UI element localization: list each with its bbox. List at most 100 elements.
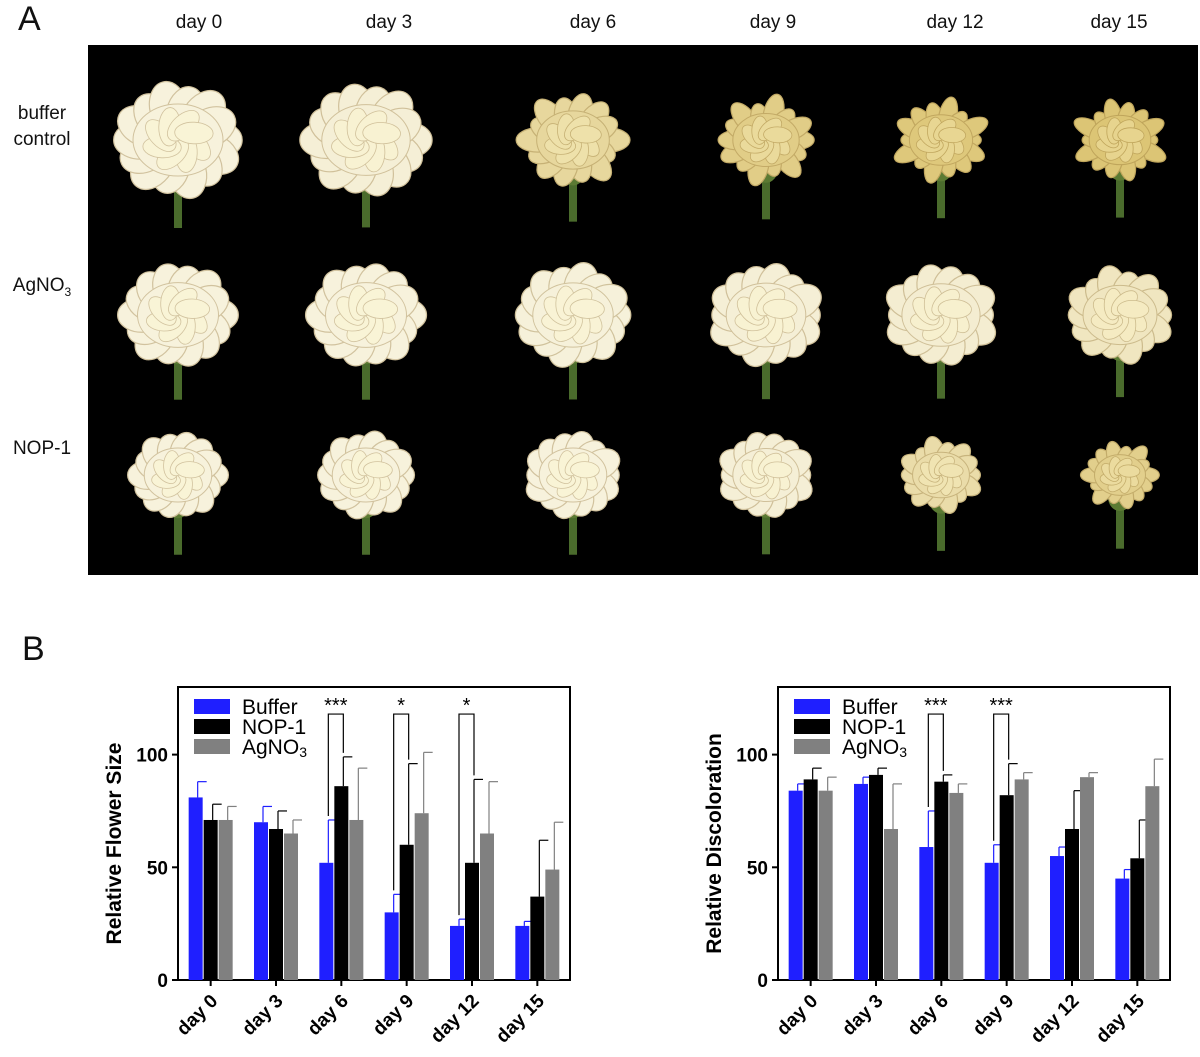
c1-bar-1-2 [934, 781, 949, 980]
carnation-r1-c1 [304, 263, 428, 400]
c0-ytick-label-50: 50 [147, 858, 168, 879]
carnation-r2-c4 [900, 435, 982, 551]
c1-bar-0-2 [919, 847, 934, 980]
carnation-r1-c0 [117, 263, 239, 400]
c0-legend-label-0: Buffer [242, 696, 298, 719]
c1-xtick-label-3: day 9 [969, 991, 1018, 1040]
c0-plot-frame [177, 686, 571, 981]
c0-sig-label-2: * [463, 695, 471, 717]
c1-bar-2-2 [949, 792, 964, 980]
c1-sig-bracket-1 [993, 713, 1010, 841]
row-label-buffer-control: buffer control [0, 101, 84, 153]
carnation-r1-c2 [514, 262, 632, 400]
carnation-r0-c1 [299, 83, 433, 228]
c0-sig-bracket-0 [327, 713, 344, 816]
c0-sig-label-0: *** [324, 695, 348, 717]
c0-bar-0-5 [515, 925, 530, 980]
panel-b-letter: B [22, 630, 45, 668]
c0-legend-label-2: AgNO3 [242, 736, 307, 760]
discoloration-chart: 0 50 100 Relative Discoloration day 0 day 3 da… [703, 686, 1171, 1047]
c0-bar-1-1 [269, 828, 283, 980]
carnation-r0-c2 [515, 93, 631, 222]
c1-bar-2-4 [1080, 777, 1094, 980]
c1-bar-2-0 [818, 790, 833, 980]
day-header-3: day 3 [365, 12, 413, 33]
c0-bar-1-3 [399, 844, 414, 980]
day-header-9: day 9 [749, 12, 797, 33]
row-label-nop1: NOP-1 [0, 436, 84, 462]
c1-xtick-label-2: day 6 [904, 991, 953, 1040]
flowers-svg [113, 80, 1173, 555]
c1-xtick-label-5: day 15 [1092, 990, 1149, 1047]
c0-bar-0-1 [254, 822, 268, 980]
panel-a-letter: A [18, 0, 41, 38]
row-label-agno: AgNO [12, 275, 65, 296]
c0-legend-swatch-0 [194, 699, 230, 714]
c1-bar-2-1 [884, 828, 898, 980]
c1-legend-label-sub-2: 3 [899, 744, 907, 760]
c1-ytick-label-100: 100 [736, 746, 768, 767]
c0-ytick-label-100: 100 [136, 746, 168, 767]
c0-legend-swatch-1 [194, 719, 230, 734]
c1-legend-label-1: NOP-1 [842, 716, 906, 739]
c1-ylabel: Relative Discoloration [703, 733, 726, 954]
c1-xtick-label-1: day 3 [838, 991, 887, 1040]
c1-bar-0-3 [984, 862, 999, 980]
carnation-r2-c2 [525, 430, 621, 555]
c1-bar-0-1 [854, 783, 868, 980]
c0-bar-2-5 [545, 869, 560, 980]
day-header-0: day 0 [175, 12, 223, 33]
c0-legend-label-sub-2: 3 [299, 744, 307, 760]
c1-xtick-label-0: day 0 [773, 991, 822, 1040]
c0-bar-0-2 [319, 862, 334, 980]
c1-bar-2-3 [1014, 779, 1029, 980]
c1-sig-bracket-0 [927, 713, 944, 807]
carnation-r2-c3 [719, 432, 813, 555]
row-label-control: control [13, 129, 71, 150]
day-header-15: day 15 [1090, 12, 1148, 33]
carnation-r0-c5 [1073, 98, 1167, 218]
c0-bar-1-4 [465, 862, 479, 980]
c1-sig-label-0: *** [924, 695, 948, 717]
c0-xtick-label-4: day 12 [427, 991, 484, 1048]
c0-bar-1-0 [203, 819, 218, 980]
c1-bar-1-4 [1065, 828, 1079, 980]
carnation-r0-c4 [893, 96, 989, 219]
c1-sig-label-1: *** [989, 695, 1013, 717]
c0-sig-bracket-2 [458, 713, 475, 916]
c0-xtick-label-3: day 9 [369, 991, 418, 1040]
c1-bar-1-5 [1130, 858, 1145, 980]
c0-xtick-label-1: day 3 [238, 991, 287, 1040]
c1-legend-swatch-1 [794, 719, 830, 734]
c0-bar-1-2 [334, 786, 349, 980]
c0-bar-1-5 [530, 896, 545, 980]
carnation-r1-c3 [710, 263, 822, 400]
c1-bar-0-4 [1050, 856, 1064, 980]
c1-legend-label-2: AgNO3 [842, 736, 907, 760]
c0-bar-0-3 [384, 912, 399, 980]
carnation-r1-c4 [885, 264, 997, 399]
carnation-r0-c3 [717, 93, 815, 220]
c1-legend-swatch-0 [794, 699, 830, 714]
c0-ytick-label-0: 0 [157, 971, 168, 992]
c1-plot-frame [777, 686, 1171, 981]
c0-bar-0-0 [188, 797, 203, 980]
carnation-r0-c0 [113, 80, 243, 228]
row-label-agno-sub: 3 [64, 284, 72, 299]
row-label-nop: NOP-1 [12, 438, 72, 459]
c0-xtick-label-5: day 15 [492, 990, 549, 1047]
day-header-12: day 12 [926, 12, 984, 33]
row-label-buffer: buffer [17, 103, 67, 124]
c0-legend-swatch-2 [194, 739, 230, 754]
c1-ytick-label-50: 50 [747, 858, 768, 879]
c0-bar-0-4 [450, 925, 464, 980]
carnation-r2-c1 [317, 430, 416, 555]
c1-legend-label-0: Buffer [842, 696, 898, 719]
c0-xtick-label-2: day 6 [304, 991, 353, 1040]
flower-size-chart: 0 50 100 Relative Flower Size day 0 day 3 day … [103, 686, 571, 1048]
c0-bar-2-2 [349, 819, 364, 980]
c0-sig-label-1: * [397, 695, 405, 717]
c1-bar-1-0 [803, 779, 818, 980]
day-header-6: day 6 [569, 12, 617, 33]
c0-sig-bracket-1 [393, 713, 410, 891]
